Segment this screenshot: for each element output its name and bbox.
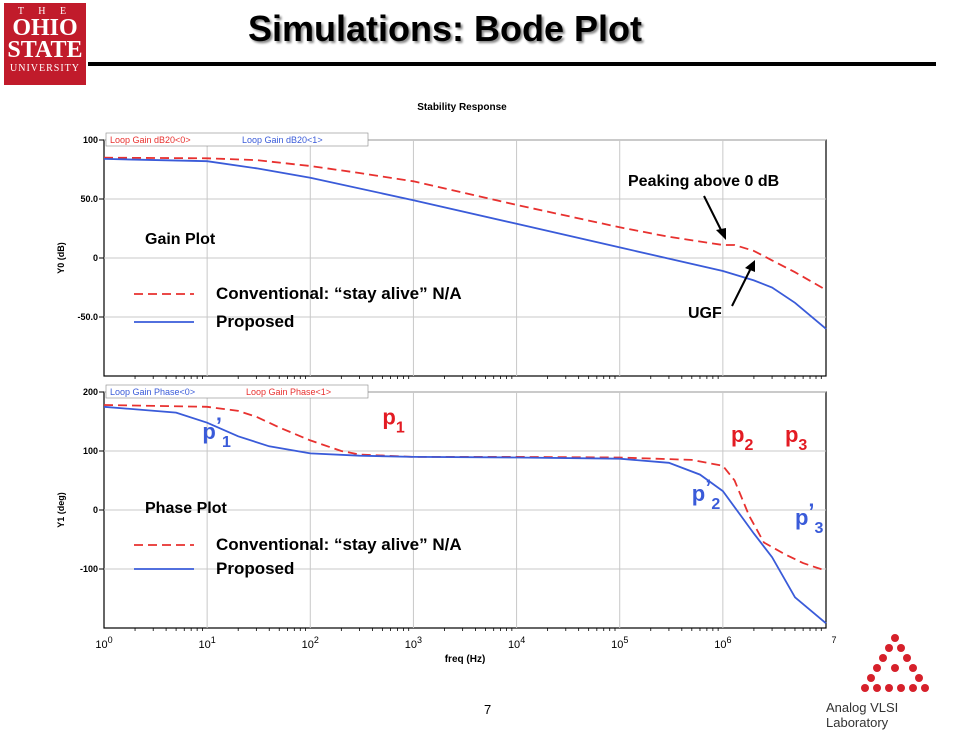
phase-ytick-label: 0 bbox=[93, 505, 98, 515]
phase-legend-tab-box bbox=[105, 384, 369, 399]
phase-inner-title: Phase Plot bbox=[145, 500, 227, 517]
xtick-label-3: 103 bbox=[405, 635, 422, 651]
title-underline bbox=[88, 62, 936, 66]
xtick-label-0: 100 bbox=[95, 635, 112, 651]
annotation-ugf: UGF bbox=[688, 305, 722, 322]
gain-legend-tab-1: Loop Gain dB20<1> bbox=[242, 135, 323, 145]
lab-logo-icon bbox=[861, 634, 929, 692]
phase-series-proposed bbox=[103, 405, 827, 624]
annotation-ugf-arrowhead bbox=[745, 260, 755, 272]
logo-line-university: UNIVERSITY bbox=[10, 63, 80, 74]
page-number: 7 bbox=[484, 702, 492, 717]
pole-label-1: p1 bbox=[382, 404, 404, 436]
gain-ytick-label: -50.0 bbox=[77, 312, 98, 322]
chart-title: Stability Response bbox=[417, 102, 507, 113]
phase-legend-tab-1: Loop Gain Phase<1> bbox=[246, 387, 331, 397]
logo-line-the: T H E bbox=[17, 6, 73, 17]
logo-line-state: STATE bbox=[7, 37, 83, 63]
gain-legend-entry-0: Conventional: “stay alive” N/A bbox=[216, 284, 462, 303]
gain-inner-title: Gain Plot bbox=[145, 231, 216, 248]
gain-legend-entry-1: Proposed bbox=[216, 312, 294, 331]
gain-legend-tab-0: Loop Gain dB20<0> bbox=[110, 135, 191, 145]
gain-legend-tabs: Loop Gain dB20<0> Loop Gain dB20<1> bbox=[105, 132, 369, 147]
pole-label-4: p’2 bbox=[692, 475, 721, 513]
pole-label-2: p2 bbox=[731, 422, 753, 454]
pole-label-3: p3 bbox=[785, 422, 807, 454]
xtick-label-5: 105 bbox=[611, 635, 628, 651]
phase-ylabel: Y1 (deg) bbox=[56, 492, 66, 528]
gain-series-conventional bbox=[103, 156, 827, 291]
gain-ytick-label: 100 bbox=[83, 135, 98, 145]
pole-label-5: p’3 bbox=[795, 499, 824, 537]
gain-ytick-label: 50.0 bbox=[80, 194, 98, 204]
gain-series-proposed bbox=[103, 158, 827, 330]
lab-name: Analog VLSI Laboratory bbox=[826, 700, 899, 730]
xtick-label-6: 106 bbox=[714, 635, 731, 651]
xtick-label-2: 102 bbox=[302, 635, 319, 651]
phase-legend-entry-1: Proposed bbox=[216, 559, 294, 578]
xlabel: freq (Hz) bbox=[445, 654, 486, 665]
annotation-peaking-arrowhead bbox=[716, 228, 726, 240]
gain-legend-tab-box bbox=[105, 132, 369, 147]
phase-ytick-label: 100 bbox=[83, 446, 98, 456]
xtick-label-4: 104 bbox=[508, 635, 525, 651]
logo-line-ohio: OHIO bbox=[12, 15, 78, 41]
xtick-label-1: 101 bbox=[199, 635, 216, 651]
phase-legend-tab-0: Loop Gain Phase<0> bbox=[110, 387, 195, 397]
annotation-peaking: Peaking above 0 dB bbox=[628, 173, 779, 190]
pole-label-0: p’1 bbox=[202, 413, 231, 451]
gain-ylabel: Y0 (dB) bbox=[56, 242, 66, 274]
annotation-ugf-arrow bbox=[731, 265, 753, 307]
phase-legend-tabs: Loop Gain Phase<0> Loop Gain Phase<1> bbox=[105, 384, 369, 399]
university-logo: T H E OHIO STATE UNIVERSITY bbox=[4, 3, 86, 85]
phase-ytick-label: 200 bbox=[83, 387, 98, 397]
phase-legend-entry-0: Conventional: “stay alive” N/A bbox=[216, 535, 462, 554]
phase-ytick-label: -100 bbox=[80, 564, 98, 574]
slide-title: Simulations: Bode Plot bbox=[248, 8, 643, 49]
gain-ytick-label: 0 bbox=[93, 253, 98, 263]
xtick-label-7: 7 bbox=[831, 635, 836, 645]
